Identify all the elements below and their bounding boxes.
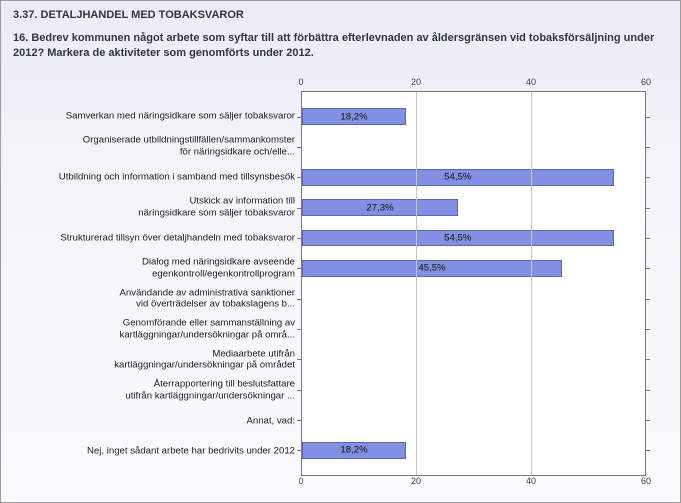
chart-container: 0 20 40 60 Samverkan med näringsidkare som … [13,77,668,490]
bar: 18,2% [302,442,406,459]
y-tick-mark [297,177,302,178]
section-title: 3.37. DETALJHANDEL MED TOBAKSVAROR [13,9,668,21]
y-tick-mark [297,147,302,148]
y-tick-mark [645,238,650,239]
y-tick-mark [297,299,302,300]
category-label: Dialog med näringsidkare avseende egenko… [13,257,295,280]
gridline [416,92,417,475]
axis-tick-label: 60 [641,77,651,87]
axis-tick-label: 40 [526,476,536,486]
category-label: Strukturerad tillsyn över detaljhandeln … [13,232,295,244]
y-tick-mark [645,420,650,421]
y-tick-mark [297,208,302,209]
y-tick-mark [645,208,650,209]
bar-value-label: 54,5% [444,233,471,244]
y-tick-mark [297,268,302,269]
y-tick-mark [645,268,650,269]
category-label: Användande av administrativa sanktioner … [13,287,295,310]
plot-area: 18,2% 54,5% 27,3% 54,5% 45,5% 18,2% [301,91,646,476]
y-tick-mark [645,450,650,451]
y-tick-mark [645,117,650,118]
bar-value-label: 27,3% [366,202,393,213]
axis-tick-label: 60 [641,476,651,486]
bar-value-label: 18,2% [340,445,367,456]
category-label: Återrapportering till beslutsfattare uti… [13,379,295,402]
y-tick-mark [645,299,650,300]
gridline [531,92,532,475]
category-label: Organiserade utbildningstillfällen/samma… [13,135,295,158]
axis-tick-label: 0 [298,77,303,87]
axis-tick-label: 0 [298,476,303,486]
bar: 45,5% [302,260,562,277]
bar: 18,2% [302,108,406,125]
bar-value-label: 45,5% [418,263,445,274]
y-tick-mark [645,329,650,330]
y-tick-mark [645,177,650,178]
bar: 54,5% [302,169,614,186]
bar-value-label: 18,2% [340,111,367,122]
category-label: Utbildning och information i samband med… [13,171,295,183]
y-tick-mark [297,238,302,239]
category-label: Utskick av information till näringsidkar… [13,196,295,219]
y-tick-mark [297,329,302,330]
report-panel: 3.37. DETALJHANDEL MED TOBAKSVAROR 16. B… [0,0,681,503]
category-label: Mediaarbete utifrån kartläggningar/under… [13,348,295,371]
axis-bottom: 0204060 [301,476,646,490]
category-label: Annat, vad: [13,415,295,427]
y-tick-mark [297,390,302,391]
question-text: 16. Bedrev kommunen något arbete som syf… [13,31,668,61]
bar-value-label: 54,5% [444,172,471,183]
y-tick-mark [297,117,302,118]
y-tick-mark [645,390,650,391]
y-tick-mark [297,359,302,360]
y-tick-mark [297,420,302,421]
axis-tick-label: 40 [526,77,536,87]
category-label: Genomförande eller sammanställning av ka… [13,318,295,341]
y-tick-mark [297,450,302,451]
y-tick-mark [645,359,650,360]
category-labels: Samverkan med näringsidkare som säljer t… [13,91,295,476]
category-label: Nej, inget sådant arbete har bedrivits u… [13,445,295,457]
y-tick-mark [645,147,650,148]
axis-tick-label: 20 [411,476,421,486]
bar: 27,3% [302,199,458,216]
bars-layer: 18,2% 54,5% 27,3% 54,5% 45,5% 18,2% [302,92,645,475]
axis-tick-label: 20 [411,77,421,87]
category-label: Samverkan med näringsidkare som säljer t… [13,110,295,122]
header-block: 3.37. DETALJHANDEL MED TOBAKSVAROR 16. B… [1,1,680,61]
axis-top: 0204060 [301,77,646,91]
bar: 54,5% [302,230,614,247]
